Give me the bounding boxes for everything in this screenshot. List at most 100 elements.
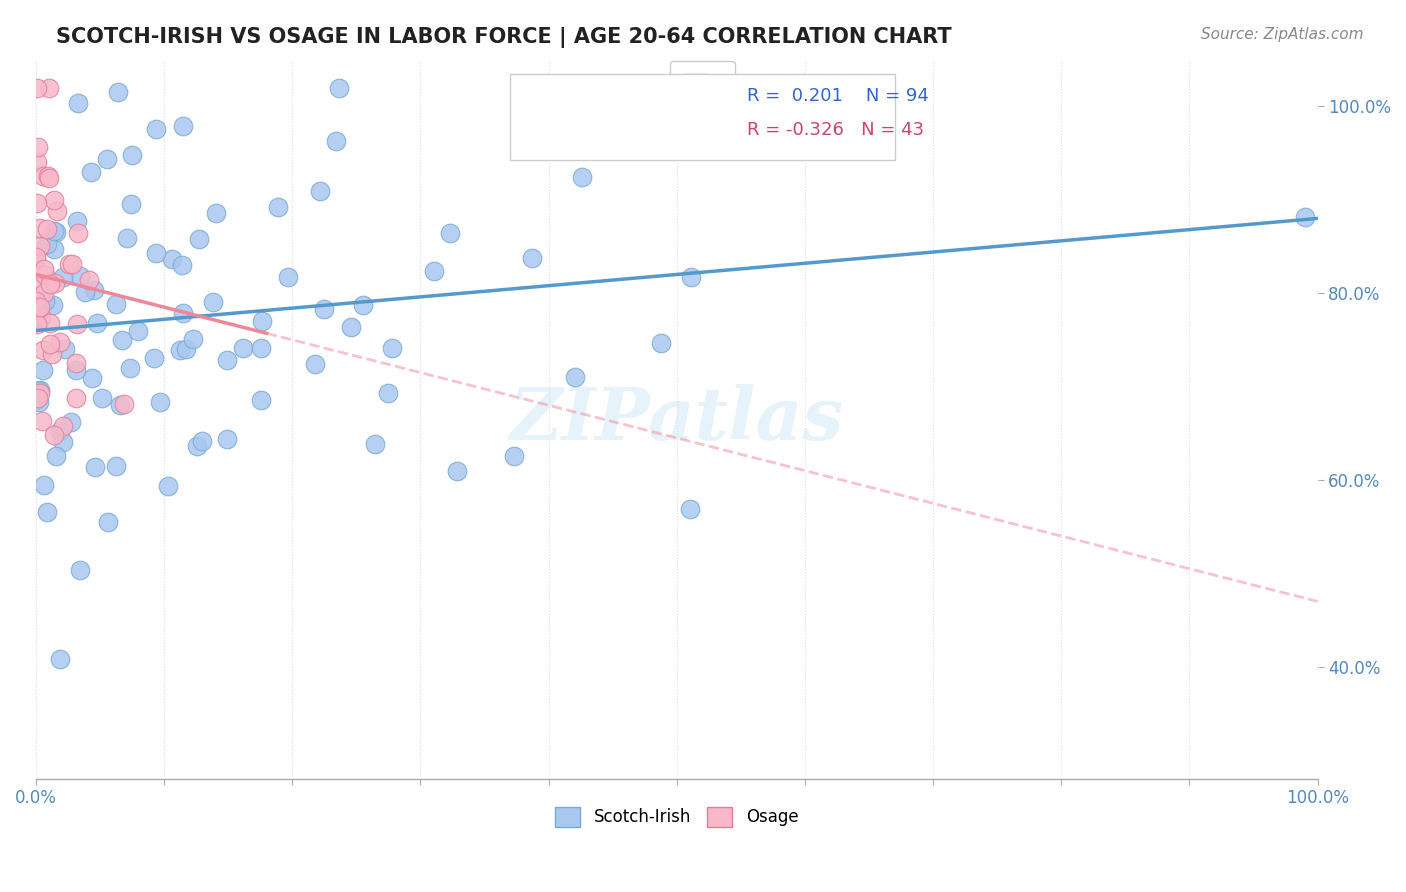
- Scotch-Irish: [27, 384, 49, 398]
- Scotch-Irish: [174, 343, 197, 357]
- Scotch-Irish: [188, 232, 211, 246]
- Scotch-Irish: [127, 324, 149, 338]
- Osage: [32, 169, 55, 183]
- Osage: [34, 268, 56, 282]
- Scotch-Irish: [121, 148, 143, 162]
- Scotch-Irish: [650, 336, 672, 351]
- Text: R =  0.201    N = 94: R = 0.201 N = 94: [747, 87, 929, 104]
- Osage: [44, 193, 66, 207]
- Scotch-Irish: [115, 231, 138, 245]
- Osage: [32, 262, 55, 277]
- Scotch-Irish: [35, 505, 58, 519]
- Scotch-Irish: [149, 395, 172, 409]
- Scotch-Irish: [143, 351, 166, 366]
- Osage: [60, 257, 83, 271]
- Scotch-Irish: [30, 310, 52, 325]
- Text: R = -0.326   N = 43: R = -0.326 N = 43: [747, 121, 924, 139]
- Scotch-Irish: [679, 269, 702, 284]
- Scotch-Irish: [108, 399, 131, 413]
- Scotch-Irish: [53, 343, 76, 357]
- Scotch-Irish: [52, 270, 75, 285]
- Scotch-Irish: [35, 237, 58, 252]
- Scotch-Irish: [1294, 210, 1316, 224]
- Scotch-Irish: [169, 343, 191, 357]
- Osage: [38, 170, 60, 185]
- Scotch-Irish: [42, 242, 65, 256]
- Text: Source: ZipAtlas.com: Source: ZipAtlas.com: [1201, 27, 1364, 42]
- Osage: [31, 343, 53, 358]
- Scotch-Irish: [104, 297, 127, 311]
- Scotch-Irish: [120, 360, 142, 375]
- Osage: [112, 397, 135, 411]
- Osage: [38, 337, 60, 351]
- Osage: [28, 386, 51, 401]
- Scotch-Irish: [364, 437, 387, 451]
- Osage: [30, 221, 52, 235]
- Scotch-Irish: [215, 433, 238, 447]
- Osage: [52, 419, 75, 434]
- Scotch-Irish: [25, 312, 48, 326]
- Scotch-Irish: [160, 252, 183, 266]
- Scotch-Irish: [439, 226, 461, 240]
- Scotch-Irish: [83, 283, 105, 297]
- Scotch-Irish: [205, 206, 228, 220]
- Scotch-Irish: [25, 252, 48, 266]
- Scotch-Irish: [69, 563, 91, 577]
- Scotch-Irish: [28, 395, 51, 409]
- Osage: [66, 317, 89, 331]
- Scotch-Irish: [304, 357, 326, 371]
- Osage: [44, 277, 66, 291]
- Scotch-Irish: [45, 225, 67, 239]
- Scotch-Irish: [277, 270, 299, 285]
- Scotch-Irish: [446, 464, 468, 478]
- Scotch-Irish: [340, 320, 363, 334]
- Scotch-Irish: [96, 153, 118, 167]
- Scotch-Irish: [381, 341, 404, 355]
- Scotch-Irish: [309, 184, 332, 198]
- Scotch-Irish: [32, 363, 55, 377]
- Osage: [58, 257, 80, 271]
- Osage: [28, 239, 51, 253]
- Scotch-Irish: [250, 341, 273, 355]
- Scotch-Irish: [215, 352, 238, 367]
- Osage: [34, 285, 56, 300]
- Scotch-Irish: [328, 80, 350, 95]
- Scotch-Irish: [51, 434, 73, 449]
- Osage: [41, 347, 63, 361]
- Osage: [25, 318, 48, 332]
- Scotch-Irish: [42, 224, 65, 238]
- Scotch-Irish: [252, 314, 274, 328]
- Scotch-Irish: [145, 246, 167, 260]
- Osage: [65, 357, 87, 371]
- Osage: [39, 317, 62, 331]
- Osage: [27, 391, 49, 405]
- Scotch-Irish: [107, 85, 129, 99]
- Scotch-Irish: [97, 515, 120, 529]
- Text: ZIPatlas: ZIPatlas: [510, 384, 844, 455]
- Osage: [38, 80, 60, 95]
- Scotch-Irish: [571, 170, 593, 185]
- Osage: [31, 414, 53, 428]
- Osage: [42, 427, 65, 442]
- Scotch-Irish: [34, 293, 56, 308]
- Scotch-Irish: [172, 119, 194, 133]
- Osage: [39, 277, 62, 292]
- Scotch-Irish: [157, 479, 180, 493]
- Scotch-Irish: [352, 298, 374, 312]
- Scotch-Irish: [49, 651, 72, 665]
- Scotch-Irish: [502, 449, 524, 463]
- Scotch-Irish: [104, 459, 127, 474]
- Osage: [25, 244, 48, 259]
- Osage: [35, 222, 58, 236]
- Osage: [48, 334, 70, 349]
- Scotch-Irish: [66, 95, 89, 110]
- Scotch-Irish: [120, 197, 142, 211]
- Scotch-Irish: [172, 306, 194, 320]
- Osage: [77, 273, 100, 287]
- Osage: [25, 155, 48, 169]
- Osage: [25, 250, 48, 264]
- Scotch-Irish: [80, 165, 103, 179]
- FancyBboxPatch shape: [510, 74, 894, 161]
- Osage: [30, 309, 52, 323]
- Scotch-Irish: [75, 285, 97, 299]
